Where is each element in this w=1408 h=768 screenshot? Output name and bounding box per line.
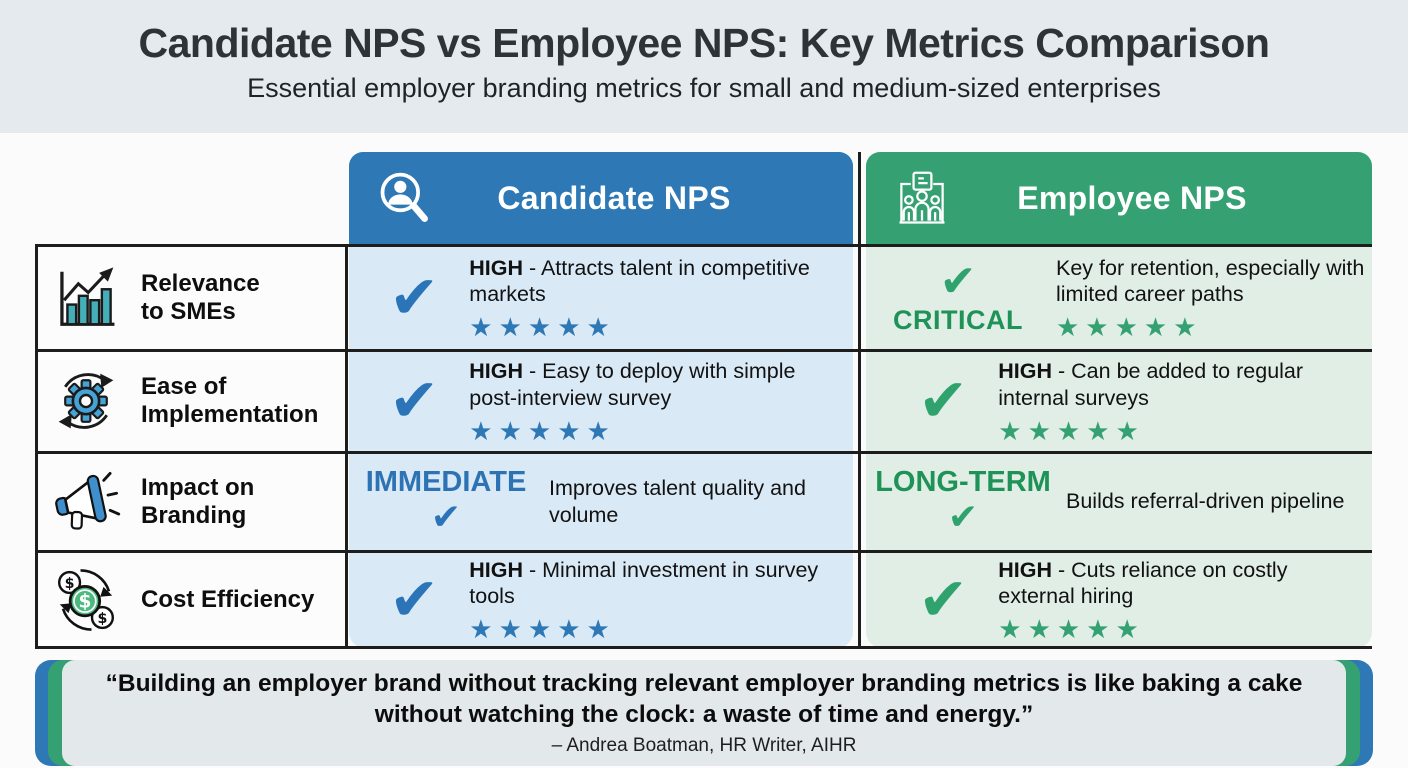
row-label-ease: Ease of Implementation — [35, 350, 347, 452]
title-banner: Candidate NPS vs Employee NPS: Key Metri… — [0, 0, 1408, 133]
quote-attribution: – Andrea Boatman, HR Writer, AIHR — [551, 734, 857, 756]
cell-candidate-cost: ✔ HIGH - Minimal investment in survey to… — [349, 551, 853, 648]
row-divider — [35, 646, 1372, 649]
cell-candidate-ease: ✔ HIGH - Easy to deploy with simple post… — [349, 350, 853, 452]
magnifier-person-icon — [375, 169, 435, 229]
svg-text:$: $ — [65, 575, 75, 591]
row-label-text: Relevance to SMEs — [141, 269, 260, 325]
employee-header-label: Employee NPS — [1017, 180, 1247, 216]
employee-column: Employee NPS ✔ CRITICAL Key for retentio… — [866, 152, 1372, 648]
check-icon: ✔ — [389, 366, 440, 436]
impact-badge: LONG-TERM — [875, 466, 1051, 499]
cell-candidate-impact: IMMEDIATE ✔ Improves talent quality and … — [349, 452, 853, 551]
cell-text: HIGH - Attracts talent in competitive ma… — [469, 255, 810, 306]
column-border — [35, 245, 38, 648]
cell-employee-relevance: ✔ CRITICAL Key for retention, especially… — [866, 245, 1372, 350]
critical-badge: CRITICAL — [893, 305, 1023, 336]
employee-header: Employee NPS — [866, 152, 1372, 245]
check-icon: ✔ — [918, 564, 969, 635]
svg-text:$: $ — [78, 591, 91, 612]
column-border — [345, 245, 348, 648]
cell-employee-cost: ✔ HIGH - Cuts reliance on costly externa… — [866, 551, 1372, 648]
candidate-header: Candidate NPS — [349, 152, 853, 245]
row-divider — [35, 349, 1372, 352]
quote-banner: “Building an employer brand without trac… — [35, 660, 1373, 766]
star-rating: ★★★★★ — [469, 614, 616, 645]
page-title: Candidate NPS vs Employee NPS: Key Metri… — [138, 20, 1270, 66]
impact-badge: IMMEDIATE — [365, 466, 527, 499]
row-label-impact: Impact on Branding — [35, 452, 347, 551]
column-divider — [858, 152, 861, 648]
check-icon: ✔ — [939, 256, 977, 308]
check-icon: ✔ — [389, 564, 440, 635]
cell-employee-impact: LONG-TERM ✔ Builds referral-driven pipel… — [866, 452, 1372, 551]
page-subtitle: Essential employer branding metrics for … — [247, 73, 1161, 103]
candidate-column: Candidate NPS ✔ HIGH - Attracts talent i… — [349, 152, 853, 648]
cell-text: HIGH - Cuts reliance on costly external … — [998, 557, 1288, 608]
svg-text:$: $ — [97, 610, 107, 626]
row-label-cost: $ $ $ Cost Efficiency — [35, 551, 347, 648]
check-icon: ✔ — [947, 496, 979, 538]
cell-text: Key for retention, especially with limit… — [1056, 255, 1365, 306]
bar-chart-growth-icon — [49, 261, 123, 335]
cell-employee-ease: ✔ HIGH - Can be added to regular interna… — [866, 350, 1372, 452]
people-group-icon — [892, 169, 952, 229]
row-label-text: Cost Efficiency — [141, 585, 315, 613]
quote-text: “Building an employer brand without trac… — [105, 670, 1303, 728]
megaphone-icon — [49, 465, 123, 539]
row-label-relevance: Relevance to SMEs — [35, 245, 347, 350]
check-icon: ✔ — [389, 262, 440, 333]
row-label-text: Impact on Branding — [141, 473, 255, 529]
cell-text: HIGH - Can be added to regular internal … — [998, 359, 1304, 410]
gear-sync-icon — [49, 364, 123, 438]
metric-label-column: Relevance to SMEs — [35, 245, 347, 648]
check-icon: ✔ — [430, 496, 462, 538]
star-rating: ★★★★★ — [998, 415, 1145, 446]
cell-text: HIGH - Easy to deploy with simple post-i… — [469, 359, 796, 410]
row-divider — [35, 550, 1372, 553]
row-label-text: Ease of Implementation — [141, 373, 319, 428]
cell-text: Improves talent quality and volume — [549, 476, 806, 527]
cell-candidate-relevance: ✔ HIGH - Attracts talent in competitive … — [349, 245, 853, 350]
star-rating: ★★★★★ — [1056, 312, 1203, 343]
money-cycle-icon: $ $ $ — [49, 563, 123, 637]
cell-text: Builds referral-driven pipeline — [1066, 489, 1345, 514]
row-divider — [35, 244, 1372, 247]
row-divider — [35, 451, 1372, 454]
candidate-header-label: Candidate NPS — [497, 180, 731, 216]
quote-content: “Building an employer brand without trac… — [62, 660, 1346, 766]
check-icon: ✔ — [918, 366, 969, 436]
cell-text: HIGH - Minimal investment in survey tool… — [469, 557, 819, 608]
star-rating: ★★★★★ — [469, 415, 616, 446]
star-rating: ★★★★★ — [998, 614, 1145, 645]
star-rating: ★★★★★ — [469, 312, 616, 343]
